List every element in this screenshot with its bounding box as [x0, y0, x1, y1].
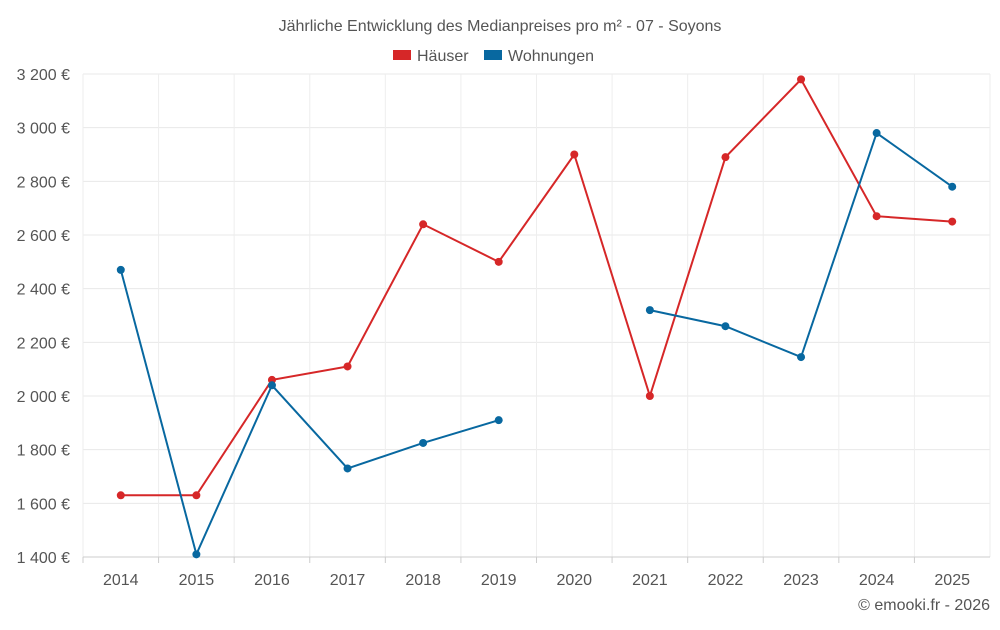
- data-point: [343, 464, 352, 473]
- data-point: [192, 550, 201, 559]
- series-line: [119, 269, 499, 558]
- data-point: [116, 491, 125, 500]
- data-point: [872, 129, 881, 138]
- x-tick-label: 2020: [556, 572, 592, 589]
- data-point: [494, 257, 503, 266]
- series-line: [120, 77, 953, 497]
- legend-label: Wohnungen: [508, 48, 594, 65]
- y-tick-label: 2 400 €: [17, 282, 70, 299]
- legend-label: Häuser: [417, 48, 469, 65]
- data-point: [721, 153, 730, 162]
- y-tick-label: 2 200 €: [17, 335, 70, 352]
- chart-title: Jährliche Entwicklung des Medianpreises …: [279, 18, 722, 35]
- data-point: [267, 381, 276, 390]
- y-tick-label: 3 200 €: [17, 67, 70, 84]
- x-tick-label: 2021: [632, 572, 668, 589]
- series-line: [649, 131, 953, 359]
- data-point: [872, 212, 881, 221]
- data-point: [494, 416, 503, 425]
- x-tick-label: 2018: [405, 572, 441, 589]
- data-point: [343, 362, 352, 371]
- y-tick-label: 2 600 €: [17, 228, 70, 245]
- data-point: [419, 438, 428, 447]
- credit-text: © emooki.fr - 2026: [858, 597, 990, 614]
- x-tick-label: 2019: [481, 572, 517, 589]
- axes: 1 400 € 1 600 € 1 800 € 2 000 € 2 200 € 2 400…: [17, 67, 990, 589]
- data-point: [645, 392, 654, 400]
- data-point: [419, 220, 428, 229]
- x-tick-label: 2017: [330, 572, 366, 589]
- x-tick-label: 2024: [859, 572, 895, 589]
- series-0: [116, 75, 957, 500]
- legend-swatch-1: [484, 50, 502, 60]
- data-point: [645, 306, 654, 315]
- data-point: [797, 353, 806, 362]
- data-point: [570, 150, 579, 159]
- data-point: [948, 182, 957, 191]
- legend-swatch-0: [393, 50, 411, 60]
- y-tick-label: 1 600 €: [17, 496, 70, 513]
- x-tick-label: 2022: [708, 572, 744, 589]
- y-tick-label: 1 400 €: [17, 550, 70, 567]
- data-point: [797, 75, 806, 84]
- data-point: [116, 265, 125, 274]
- legend: Häuser Wohnungen: [393, 48, 594, 65]
- x-tick-label: 2025: [934, 572, 970, 589]
- y-tick-label: 2 800 €: [17, 174, 70, 191]
- grid: [82, 73, 991, 558]
- x-tick-label: 2014: [103, 572, 139, 589]
- x-tick-label: 2023: [783, 572, 819, 589]
- series-group: [116, 75, 957, 559]
- data-point: [721, 322, 730, 331]
- data-point: [948, 217, 957, 226]
- data-point: [192, 491, 201, 500]
- y-tick-label: 1 800 €: [17, 443, 70, 460]
- x-tick-label: 2016: [254, 572, 290, 589]
- series-1: [116, 129, 957, 559]
- x-tick-label: 2015: [179, 572, 215, 589]
- y-tick-label: 3 000 €: [17, 121, 70, 138]
- y-tick-label: 2 000 €: [17, 389, 70, 406]
